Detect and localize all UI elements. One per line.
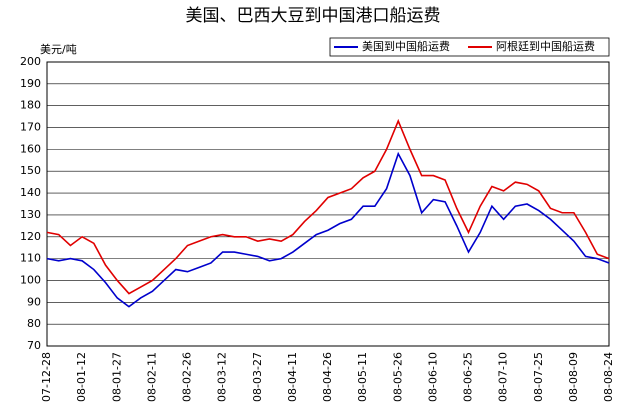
y-tick-label: 140 xyxy=(20,186,41,199)
chart-title: 美国、巴西大豆到中国港口船运费 xyxy=(186,6,441,26)
x-tick-label: 08-05-11 xyxy=(356,352,369,402)
y-tick-label: 120 xyxy=(20,230,41,243)
series-line xyxy=(46,118,610,295)
y-tick-label: 70 xyxy=(27,339,41,352)
x-tick-label: 08-01-27 xyxy=(110,352,123,402)
x-tick-label: 08-02-26 xyxy=(181,352,194,402)
y-tick-label: 160 xyxy=(20,142,41,155)
series-line xyxy=(46,151,610,308)
legend-label: 阿根廷到中国船运费 xyxy=(496,39,595,53)
y-tick-label: 150 xyxy=(20,164,41,177)
y-tick-label: 180 xyxy=(20,99,41,112)
y-tick-label: 100 xyxy=(20,273,41,286)
x-tick-label: 07-12-28 xyxy=(40,352,53,402)
x-tick-label: 08-03-12 xyxy=(216,352,229,402)
y-tick-label: 200 xyxy=(20,55,41,68)
y-tick-label: 190 xyxy=(20,77,41,90)
x-tick-label: 08-06-25 xyxy=(462,352,475,402)
x-tick-label: 08-04-26 xyxy=(321,352,334,402)
y-tick-label: 170 xyxy=(20,121,41,134)
y-tick-label: 90 xyxy=(27,295,41,308)
x-tick-label: 08-07-10 xyxy=(497,352,510,402)
x-tick-label: 08-05-26 xyxy=(391,352,404,402)
y-axis-label: 美元/吨 xyxy=(40,43,77,56)
x-tick-label: 08-03-27 xyxy=(251,352,264,402)
x-tick-label: 08-08-24 xyxy=(602,352,615,402)
y-tick-label: 80 xyxy=(27,317,41,330)
x-tick-label: 08-06-10 xyxy=(426,352,439,402)
y-tick-label: 110 xyxy=(20,252,41,265)
x-tick-label: 08-04-11 xyxy=(286,352,299,402)
y-tick-label: 130 xyxy=(20,208,41,221)
x-tick-label: 08-01-12 xyxy=(75,352,88,402)
legend-label: 美国到中国船运费 xyxy=(362,39,450,53)
x-tick-label: 08-02-11 xyxy=(145,352,158,402)
x-tick-label: 08-07-25 xyxy=(532,352,545,402)
x-tick-label: 08-08-09 xyxy=(567,352,580,402)
